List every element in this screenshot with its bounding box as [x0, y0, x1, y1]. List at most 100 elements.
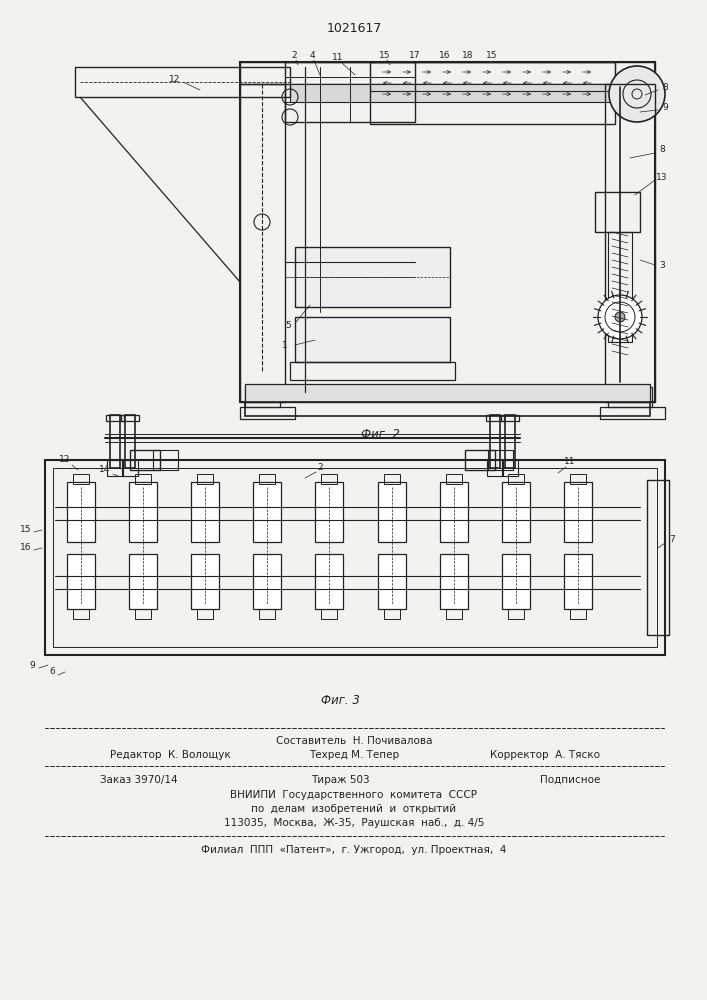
Bar — [370, 62, 615, 124]
Bar — [608, 387, 652, 407]
Text: Подписное: Подписное — [539, 775, 600, 785]
Bar — [110, 415, 120, 468]
Bar — [487, 460, 503, 476]
Text: Филиал  ППП  «Патент»,  г. Ужгород,  ул. Проектная,  4: Филиал ППП «Патент», г. Ужгород, ул. Про… — [201, 845, 507, 855]
Text: Фиг. 2: Фиг. 2 — [361, 428, 399, 442]
Bar — [647, 480, 669, 635]
Bar — [384, 609, 400, 619]
Text: 12: 12 — [169, 76, 181, 85]
Bar — [135, 474, 151, 484]
Text: 4: 4 — [309, 50, 315, 60]
Bar — [505, 415, 515, 468]
Bar — [245, 384, 650, 402]
Text: 16: 16 — [21, 544, 32, 552]
Bar — [67, 554, 95, 609]
Bar — [191, 554, 219, 609]
Bar — [290, 362, 455, 380]
Bar — [253, 554, 281, 609]
Bar — [502, 482, 530, 542]
Bar — [259, 474, 275, 484]
Text: 18: 18 — [462, 50, 474, 60]
Bar — [440, 554, 468, 609]
Text: ВНИИПИ  Государственного  комитета  СССР: ВНИИПИ Государственного комитета СССР — [230, 790, 477, 800]
Text: 6: 6 — [49, 668, 55, 676]
Bar — [153, 450, 178, 470]
Text: 8: 8 — [662, 83, 668, 92]
Bar — [564, 482, 592, 542]
Bar — [122, 460, 138, 476]
Bar — [285, 62, 415, 122]
Bar — [378, 554, 406, 609]
Text: 7: 7 — [669, 536, 675, 544]
Text: Заказ 3970/14: Заказ 3970/14 — [100, 775, 177, 785]
Circle shape — [598, 295, 642, 339]
Bar — [315, 554, 343, 609]
Text: Редактор  К. Волощук: Редактор К. Волощук — [110, 750, 230, 760]
Bar — [121, 415, 139, 421]
Bar — [45, 460, 665, 655]
Bar — [378, 482, 406, 542]
Text: 15: 15 — [21, 526, 32, 534]
Circle shape — [609, 66, 665, 122]
Bar — [570, 609, 586, 619]
Text: 1: 1 — [282, 340, 288, 350]
Circle shape — [615, 312, 625, 322]
Text: по  делам  изобретений  и  открытий: по делам изобретений и открытий — [252, 804, 457, 814]
Bar — [240, 84, 285, 402]
Bar — [240, 407, 295, 419]
Bar — [107, 460, 123, 476]
Text: 3: 3 — [659, 260, 665, 269]
Bar — [245, 387, 280, 407]
Bar — [197, 474, 213, 484]
Text: 113035,  Москва,  Ж-35,  Раушская  наб.,  д. 4/5: 113035, Москва, Ж-35, Раушская наб., д. … — [224, 818, 484, 828]
Bar — [595, 192, 640, 232]
Bar — [446, 609, 462, 619]
Bar — [253, 482, 281, 542]
Bar — [290, 84, 655, 102]
Bar — [440, 482, 468, 542]
Text: 17: 17 — [409, 50, 421, 60]
Bar — [600, 407, 665, 419]
Text: 1021617: 1021617 — [327, 21, 382, 34]
Bar — [605, 84, 655, 402]
Bar — [321, 474, 337, 484]
Text: 13: 13 — [656, 174, 667, 182]
Bar — [245, 402, 650, 416]
Bar — [570, 474, 586, 484]
Text: 14: 14 — [99, 466, 111, 475]
Bar — [295, 317, 450, 362]
Text: 2: 2 — [291, 50, 297, 60]
Bar — [259, 609, 275, 619]
Bar — [501, 415, 519, 421]
Bar — [446, 474, 462, 484]
Bar — [75, 67, 290, 97]
Bar — [295, 247, 450, 307]
Bar — [508, 609, 524, 619]
Text: 15: 15 — [486, 50, 498, 60]
Text: 12: 12 — [59, 456, 71, 464]
Bar — [67, 482, 95, 542]
Text: Фиг. 3: Фиг. 3 — [320, 694, 359, 706]
Text: Корректор  А. Тяско: Корректор А. Тяско — [490, 750, 600, 760]
Bar — [130, 450, 160, 470]
Bar — [129, 554, 157, 609]
Bar — [106, 415, 124, 421]
Bar — [129, 482, 157, 542]
Bar — [486, 415, 504, 421]
Bar — [191, 482, 219, 542]
Bar — [135, 609, 151, 619]
Bar — [370, 62, 615, 91]
Text: 9: 9 — [29, 660, 35, 670]
Bar — [315, 482, 343, 542]
Bar — [53, 468, 657, 647]
Text: 11: 11 — [564, 458, 575, 466]
Bar — [73, 609, 89, 619]
Bar — [465, 450, 495, 470]
Bar — [508, 474, 524, 484]
Text: 15: 15 — [379, 50, 391, 60]
Text: 5: 5 — [285, 320, 291, 330]
Bar — [564, 554, 592, 609]
Text: Техред М. Тепер: Техред М. Тепер — [309, 750, 399, 760]
Bar — [502, 554, 530, 609]
Bar — [384, 474, 400, 484]
